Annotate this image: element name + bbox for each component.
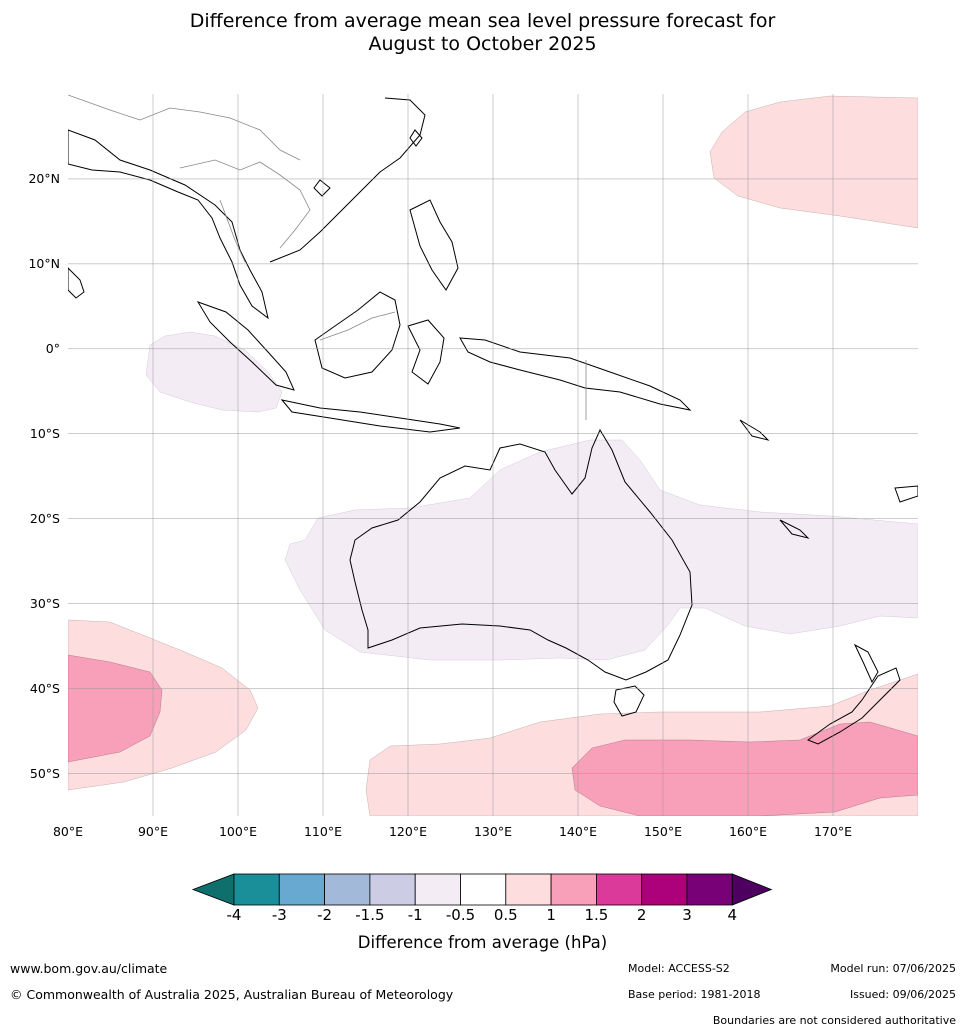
issued-text: Issued: 09/06/2025	[849, 988, 956, 1001]
colorbar-segment	[278, 873, 325, 906]
colorbar-tick-label: 0.5	[493, 906, 518, 924]
latitude-label: 40°S	[29, 680, 60, 696]
colorbar-tick-label: -4	[226, 906, 242, 924]
anomaly-tasman-core	[571, 721, 918, 816]
graticule	[68, 94, 918, 816]
anomaly-equatorial-indian	[145, 331, 283, 413]
coastlines	[68, 97, 918, 745]
colorbar-extend-high	[731, 873, 773, 906]
colorbar-segment	[460, 873, 507, 906]
longitude-label: 110°E	[303, 824, 342, 839]
colorbar-label: Difference from average (hPa)	[357, 933, 608, 952]
longitude-label: 120°E	[388, 824, 427, 839]
disclaimer-text: Boundaries are not considered authoritat…	[712, 1014, 956, 1027]
anomaly-nw-pacific	[709, 95, 918, 229]
longitude-label: 160°E	[728, 824, 767, 839]
longitude-label: 80°E	[52, 824, 84, 839]
longitude-label: 100°E	[218, 824, 257, 839]
colorbar-tick-label: 2	[636, 906, 647, 924]
colorbar-segment	[550, 873, 597, 906]
title-line-2: August to October 2025	[368, 33, 597, 55]
latitude-label: 10°N	[28, 255, 60, 271]
colorbar-tick-label: -1.5	[355, 906, 385, 924]
map-plot-area	[68, 94, 918, 816]
model-run-text: Model run: 07/06/2025	[830, 962, 956, 975]
website-link[interactable]: www.bom.gov.au/climate	[10, 961, 168, 976]
country-boundaries	[68, 94, 587, 420]
longitude-label: 130°E	[473, 824, 512, 839]
colorbar-tick-label: 4	[727, 906, 738, 924]
colorbar-extend-low	[191, 873, 235, 906]
latitude-label: 10°S	[29, 425, 60, 441]
longitude-label: 140°E	[558, 824, 597, 839]
colorbar-tick-label: -1	[407, 906, 423, 924]
anomaly-s-indian-ocean-core	[68, 654, 163, 763]
model-text: Model: ACCESS-S2	[628, 962, 730, 975]
colorbar-tick-label: -3	[271, 906, 287, 924]
colorbar-tick-label: 1	[546, 906, 556, 924]
colorbar-tick-label: 1.5	[584, 906, 609, 924]
copyright-text: © Commonwealth of Australia 2025, Austra…	[10, 987, 454, 1002]
latitude-label: 30°S	[29, 595, 60, 611]
latitude-label: 0°	[45, 340, 60, 356]
colorbar-segment	[686, 873, 733, 906]
latitude-label: 50°S	[29, 765, 60, 781]
colorbar-segment	[324, 873, 371, 906]
colorbar-segment	[505, 873, 552, 906]
anomaly-australia-band	[284, 439, 918, 661]
colorbar-segment	[641, 873, 688, 906]
colorbar-segment	[233, 873, 280, 906]
colorbar-segment	[414, 873, 461, 906]
colorbar-tick-label: -2	[317, 906, 333, 924]
colorbar-tick-label: 3	[682, 906, 692, 924]
colorbar-segment	[596, 873, 643, 906]
longitude-label: 170°E	[813, 824, 852, 839]
title-line-1: Difference from average mean sea level p…	[189, 10, 776, 32]
longitude-label: 150°E	[643, 824, 682, 839]
colorbar-segment	[369, 873, 416, 906]
base-period-text: Base period: 1981-2018	[628, 988, 761, 1001]
colorbar-tick-label: -0.5	[445, 906, 476, 924]
latitude-label: 20°N	[28, 170, 60, 186]
map-title: Difference from average mean sea level p…	[0, 10, 965, 56]
longitude-label: 90°E	[137, 824, 169, 839]
latitude-label: 20°S	[29, 510, 60, 526]
